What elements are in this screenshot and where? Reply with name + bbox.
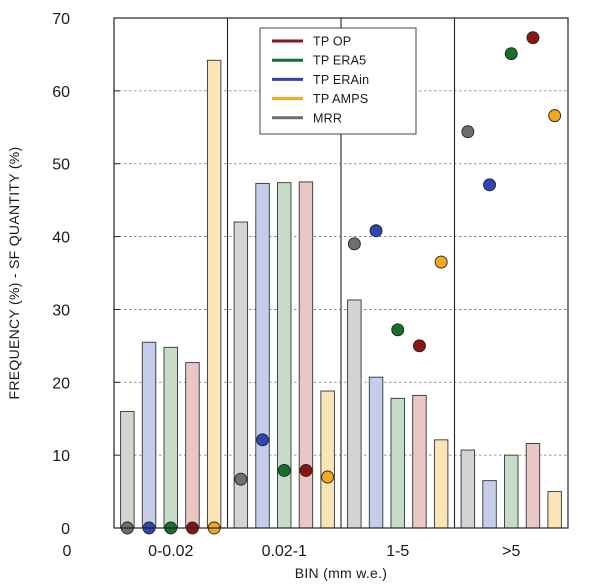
y-axis-label: FREQUENCY (%) - SF QUANTITY (%) <box>6 146 22 399</box>
marker-tp-amps-2 <box>434 255 448 269</box>
x-tick-label: 1-5 <box>386 543 409 560</box>
x-tick-label: >5 <box>502 543 520 560</box>
bar-mrr-0 <box>120 410 135 529</box>
legend-label: TP ERA5 <box>313 54 366 68</box>
marker-tp-amps-3 <box>548 109 562 123</box>
bar-tp-era5-2 <box>390 397 405 529</box>
y-tick-label: 30 <box>52 302 70 319</box>
legend: TP OP TP ERA5 TP ERAin TP AMPS MRR <box>259 27 417 135</box>
y-tick-label: 10 <box>52 448 70 465</box>
marker-tp-era5-2 <box>391 323 405 337</box>
marker-tp-op-3 <box>526 31 540 45</box>
marker-tp-erain-1 <box>256 433 269 447</box>
marker-tp-era5-1 <box>277 463 291 477</box>
marker-tp-op-2 <box>413 339 426 353</box>
plot-frame <box>113 17 569 529</box>
legend-label: TP OP <box>313 35 351 49</box>
x-axis-label: BIN (mm w.e.) <box>295 565 388 581</box>
legend-label: MRR <box>313 111 342 125</box>
bar-tp-amps-0 <box>206 59 222 529</box>
marker-tp-erain-3 <box>483 178 496 192</box>
bar-tp-erain-2 <box>368 376 384 529</box>
bar-tp-erain-1 <box>255 182 270 529</box>
marker-tp-erain-2 <box>369 224 383 238</box>
bar-tp-op-0 <box>185 362 200 529</box>
bar-tp-erain-3 <box>482 480 497 529</box>
y-tick-label: 50 <box>52 157 70 174</box>
legend-label: TP ERAin <box>313 73 369 87</box>
bar-tp-amps-2 <box>433 439 449 529</box>
marker-mrr-1 <box>234 472 248 486</box>
x-axis-ticks: 0-0.02 0.02-1 1-5 >5 <box>148 543 520 560</box>
y-tick-label: 20 <box>52 375 70 392</box>
marker-mrr-3 <box>461 125 475 139</box>
legend-label: TP AMPS <box>313 92 368 106</box>
bar-tp-op-2 <box>412 394 427 529</box>
marker-tp-era5-3 <box>504 47 518 61</box>
y-axis-ticks: 0 10 20 30 40 50 60 70 <box>52 11 120 538</box>
x-tick-label: 0.02-1 <box>262 543 307 560</box>
y-tick-label: 60 <box>52 84 70 101</box>
y-tick-label: 70 <box>52 11 70 28</box>
x-tick-label: 0-0.02 <box>148 543 193 560</box>
y-tick-label: 40 <box>52 230 70 247</box>
bar-tp-amps-1 <box>320 390 335 529</box>
bar-tp-erain-0 <box>141 341 157 529</box>
marker-tp-amps-1 <box>321 470 335 484</box>
bar-tp-era5-0 <box>163 346 178 529</box>
marker-tp-op-1 <box>299 463 313 477</box>
bar-mrr-3 <box>460 449 476 529</box>
y-tick-label: 0 <box>61 521 70 538</box>
x-zero-label: 0 <box>63 543 72 560</box>
bar-tp-op-3 <box>525 443 541 529</box>
bar-mrr-2 <box>347 299 362 529</box>
marker-mrr-2 <box>347 237 361 251</box>
bar-tp-amps-3 <box>547 491 562 529</box>
bar-tp-era5-3 <box>504 454 519 529</box>
